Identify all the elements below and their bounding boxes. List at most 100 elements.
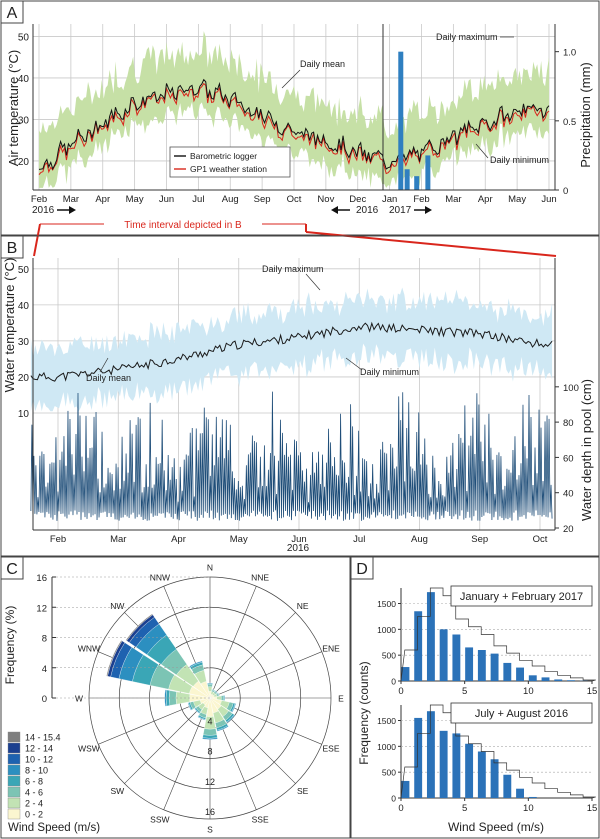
direction-label: SW — [111, 786, 125, 796]
panel-b-y2label: Water depth in pool (cm) — [579, 379, 594, 521]
rose-segment — [175, 691, 191, 705]
rose-spoke — [209, 612, 296, 699]
hist-bar — [426, 592, 435, 681]
hist-reference-outline — [400, 587, 596, 682]
legend-title: Wind Speed (m/s) — [8, 822, 100, 834]
hist-bar — [452, 634, 461, 681]
rose-bars — [106, 613, 237, 740]
hist-bar — [541, 677, 550, 681]
interval-connector-left — [33, 223, 41, 257]
panel-c: C N NNE NE ENE E ESE SE SSE S SSW SW WSW W WNW NW NNW 4 8… — [0, 556, 351, 839]
direction-label: NNE — [251, 572, 269, 582]
panel-b-depth — [30, 391, 553, 521]
rose-segment — [226, 714, 236, 724]
year-2017-label: 2017 — [389, 205, 412, 216]
interval-label: Time interval depicted in B — [124, 220, 242, 231]
panel-a-precipitation — [398, 51, 431, 190]
panel-d-label: D — [356, 561, 368, 578]
hist-bar — [503, 774, 512, 798]
rose-spoke — [209, 586, 257, 699]
legend-box — [169, 146, 291, 178]
tick-label-depth: 80 — [563, 418, 574, 429]
rose-segment — [214, 690, 218, 694]
direction-label: W — [75, 694, 83, 704]
ring-label: 8 — [207, 747, 212, 757]
hist-tick-label-y: 1000 — [377, 742, 396, 752]
hist-tick-label-y: 0 — [391, 677, 396, 687]
tick-label-depth: 60 — [563, 453, 574, 464]
legend-bin-label: 6 - 8 — [25, 777, 43, 787]
water-temp-range-band — [30, 287, 553, 412]
freq-tick-label: 8 — [42, 634, 47, 645]
tick-label-depth: 100 — [563, 383, 579, 394]
hist-tick-label-x: 0 — [398, 686, 403, 697]
freq-tick-label: 4 — [42, 664, 47, 675]
rose-segment — [106, 640, 123, 677]
hist-bar — [516, 667, 524, 681]
rose-segment — [202, 737, 218, 740]
panel-a-label-box — [0, 0, 24, 24]
tick-label-depth: 20 — [563, 524, 574, 535]
rose-segment — [125, 613, 153, 641]
tick-label-month: Nov — [317, 194, 334, 205]
panel-b-mean — [30, 321, 553, 382]
series-barometric-logger — [38, 78, 550, 171]
panel-d-frame — [350, 556, 600, 839]
rose-segment — [189, 660, 203, 668]
panel-c-frame — [0, 556, 351, 839]
tick-label-month: Aug — [222, 194, 239, 205]
rose-segment — [194, 708, 200, 714]
hist-bar — [401, 780, 410, 798]
hist-bar — [426, 711, 435, 798]
tick-label-month: Feb — [31, 194, 47, 205]
hist-tick-label-x: 5 — [462, 803, 467, 814]
legend-station-label: GP1 weather station — [190, 164, 267, 174]
rose-spoke — [124, 697, 211, 784]
tick-label-month: Mar — [445, 194, 461, 205]
tick-label-depth: 40 — [563, 489, 574, 500]
panel-b-label: B — [7, 240, 18, 257]
direction-label: NW — [110, 601, 124, 611]
hist-bar — [516, 788, 524, 798]
panel-a-ylabel: Air temperature (°C) — [6, 50, 21, 166]
annotation-b-daily-minimum: Daily minimum — [360, 367, 419, 377]
legend-swatch — [7, 753, 21, 765]
tick-label-month: May — [230, 534, 248, 545]
legend-swatch — [7, 731, 21, 743]
panel-c-ylabel: Frequency (%) — [3, 606, 17, 685]
hist-bar — [452, 733, 461, 798]
tick-label-temp: 50 — [18, 265, 30, 276]
panel-a: A 20 30 40 50 Feb Mar Apr May Jun Jul Aug Sep Oct Nov… — [0, 0, 600, 236]
tick-label-month: Jul — [353, 534, 365, 545]
panel-b-label-box — [0, 235, 24, 259]
hist-bar — [490, 653, 499, 681]
tick-label-temp: 40 — [18, 301, 30, 312]
tick-label-month: Apr — [478, 194, 493, 205]
panel-b-frame — [0, 235, 600, 557]
tick-label-y2: 0.5 — [563, 117, 576, 128]
rose-segment — [217, 692, 220, 697]
direction-label: NNW — [150, 572, 170, 582]
ring-label: 16 — [205, 807, 215, 817]
hist-bar — [439, 730, 448, 798]
panel-d-xlabel: Wind Speed (m/s) — [448, 820, 544, 834]
legend-bin-label: 2 - 4 — [25, 799, 43, 809]
hist-bar — [477, 751, 486, 798]
panel-a-frame — [0, 0, 600, 236]
tick-label-month: Jun — [159, 194, 174, 205]
hist-tick-label-y: 500 — [382, 768, 396, 778]
freq-tick-label: 0 — [42, 694, 47, 705]
tick-label-month: Apr — [95, 194, 110, 205]
legend-bin-label: 12 - 14 — [25, 744, 53, 754]
tick-label-y: 40 — [18, 74, 30, 85]
hist-title: January + February 2017 — [460, 591, 583, 603]
legend-bin-label: 0 - 2 — [25, 810, 43, 820]
panel-a-lines — [38, 78, 550, 175]
legend-swatch — [7, 808, 21, 820]
panel-d-label-box — [350, 556, 374, 580]
hist-tick-label-x: 10 — [523, 803, 534, 814]
hist-bar — [414, 611, 423, 681]
hist-title: July + August 2016 — [475, 708, 568, 720]
